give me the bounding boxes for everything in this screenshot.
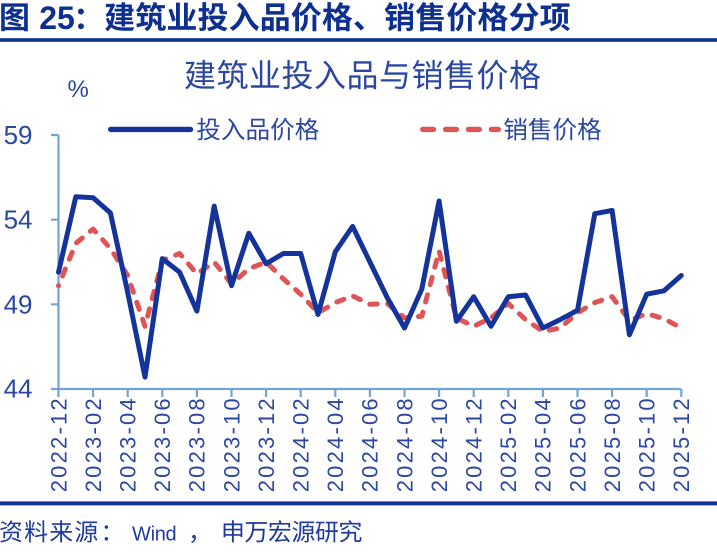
svg-text:59: 59 bbox=[4, 120, 33, 150]
svg-text:2025-08: 2025-08 bbox=[600, 396, 625, 492]
svg-text:2025-02: 2025-02 bbox=[496, 396, 521, 492]
svg-text:2023-12: 2023-12 bbox=[254, 396, 279, 492]
svg-text:2023-02: 2023-02 bbox=[81, 396, 106, 492]
svg-text:%: % bbox=[68, 76, 89, 103]
svg-text:2022-12: 2022-12 bbox=[46, 396, 71, 492]
svg-text:2024-08: 2024-08 bbox=[392, 396, 417, 492]
svg-text:2025-10: 2025-10 bbox=[635, 396, 660, 492]
svg-text:2023-04: 2023-04 bbox=[116, 396, 141, 492]
svg-text:2023-08: 2023-08 bbox=[185, 396, 210, 492]
svg-text:2024-02: 2024-02 bbox=[289, 396, 314, 492]
svg-text:2023-10: 2023-10 bbox=[219, 396, 244, 492]
svg-text:2025-12: 2025-12 bbox=[669, 396, 694, 492]
svg-text:Wind: Wind bbox=[132, 524, 176, 546]
svg-text:54: 54 bbox=[4, 205, 33, 235]
svg-text:2024-12: 2024-12 bbox=[462, 396, 487, 492]
svg-text:2024-10: 2024-10 bbox=[427, 396, 452, 492]
svg-text:2025-06: 2025-06 bbox=[565, 396, 590, 492]
svg-text:2024-04: 2024-04 bbox=[323, 396, 348, 492]
svg-text:44: 44 bbox=[4, 374, 33, 404]
svg-text:2023-06: 2023-06 bbox=[150, 396, 175, 492]
svg-text:2024-06: 2024-06 bbox=[358, 396, 383, 492]
svg-text:2025-04: 2025-04 bbox=[531, 396, 556, 492]
svg-text:25: 25 bbox=[39, 0, 75, 36]
svg-text:49: 49 bbox=[4, 289, 33, 319]
